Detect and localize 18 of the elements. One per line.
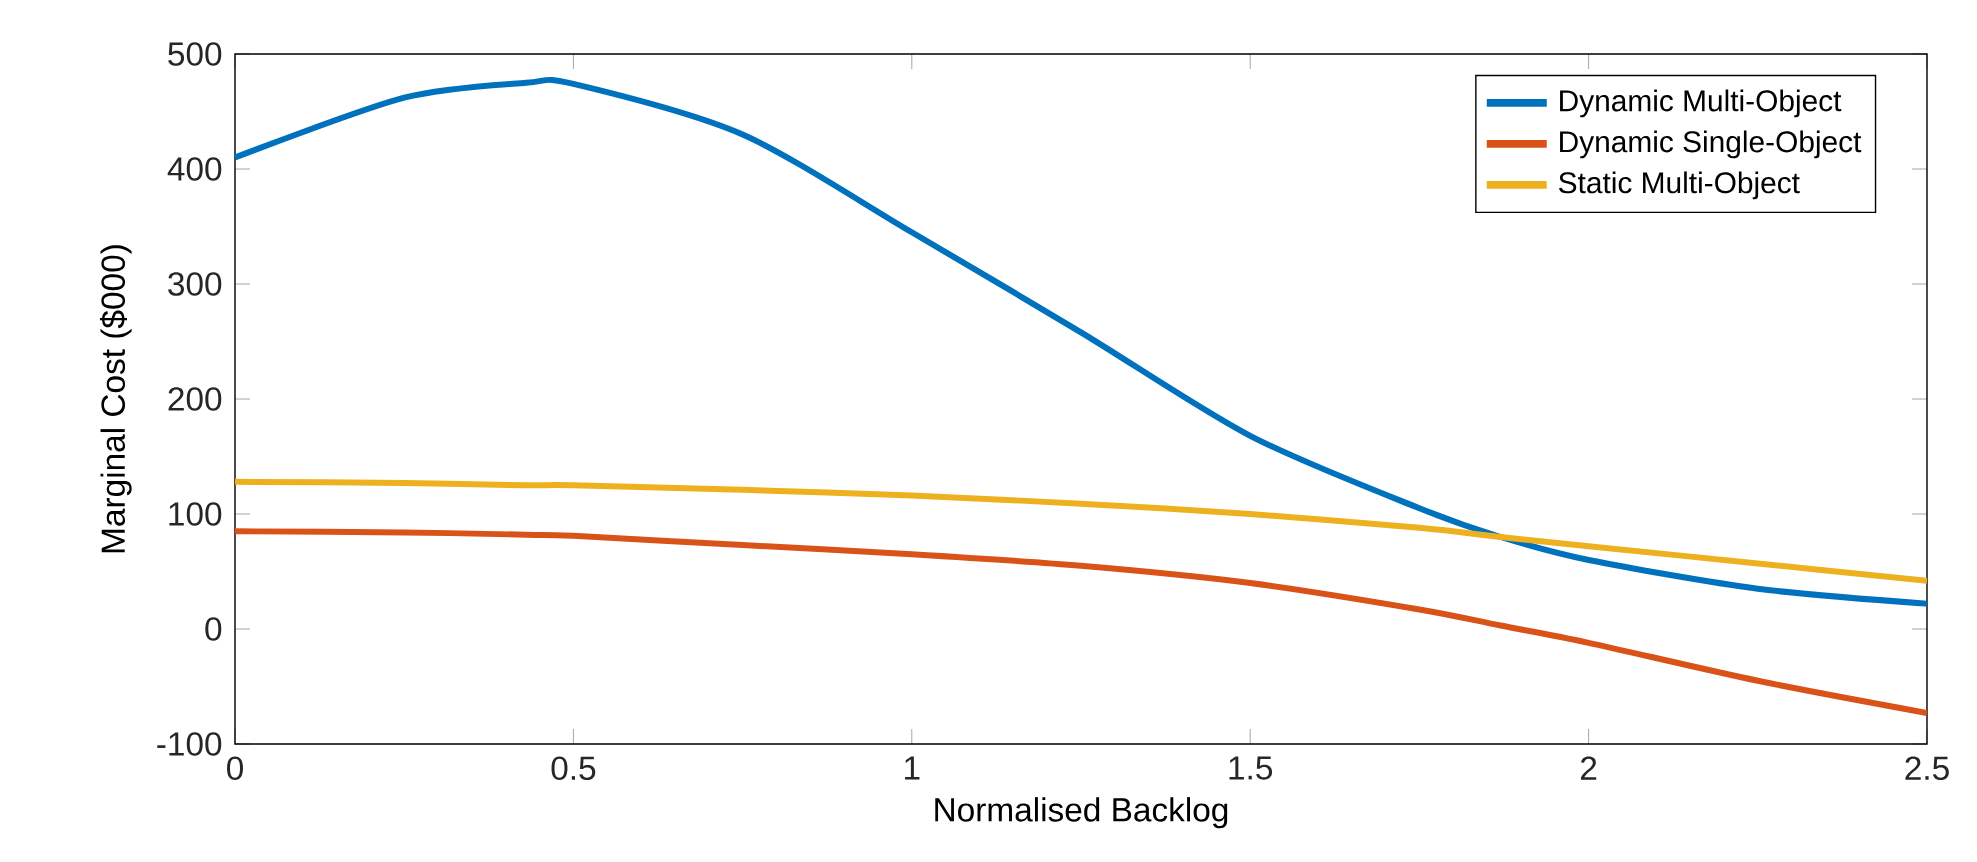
x-tick-label: 1.5 xyxy=(1229,756,1273,780)
x-tick-label: 2 xyxy=(1580,756,1597,780)
y-tick-label: 400 xyxy=(167,157,222,181)
x-tick-label: 0.5 xyxy=(551,756,596,781)
legend-label: Static Multi-Object xyxy=(1559,171,1800,200)
y-tick-label: 300 xyxy=(168,272,222,296)
y-tick-label: 500 xyxy=(168,42,222,66)
x-tick-label: 2.5 xyxy=(1905,756,1949,781)
legend-label: Dynamic Multi-Object xyxy=(1560,89,1842,118)
y-axis-title: Marginal Cost ($000) xyxy=(99,245,132,553)
legend-label: Dynamic Single-Object xyxy=(1560,130,1862,159)
y-tick-label: 100 xyxy=(169,502,222,526)
y-tick-label: 0 xyxy=(205,617,222,641)
y-tick-label: -100 xyxy=(157,732,222,756)
y-tick-label: 200 xyxy=(168,387,222,411)
x-tick-label: 0 xyxy=(227,756,243,781)
x-tick-label: 1 xyxy=(905,756,920,780)
x-axis-title: Normalised Backlog xyxy=(935,797,1228,829)
